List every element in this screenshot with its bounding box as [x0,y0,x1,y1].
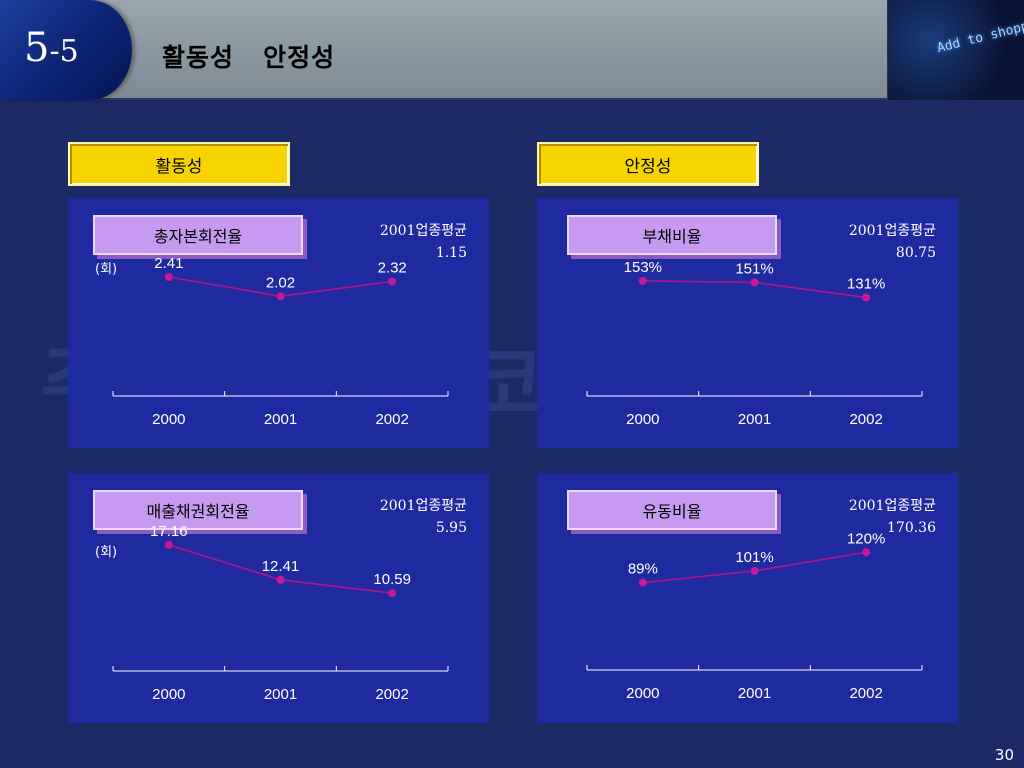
x-tick-label: 2000 [152,686,185,703]
x-tick-label: 2000 [626,685,659,702]
data-label: 120% [847,530,885,547]
metric-title: 유동비율 [567,490,777,530]
data-point [164,540,173,549]
page-number: 30 [994,746,1014,764]
data-label: 89% [628,561,658,578]
industry-average: 2001업종평균 170.36 [849,495,936,539]
data-label: 151% [735,260,773,277]
hero-image-text: Add to shopp [935,18,1024,57]
data-point [388,589,397,598]
industry-average-label: 2001업종평균 [379,498,467,514]
page-title: 활동성 안정성 [162,43,336,72]
industry-average-value: 5.95 [435,520,467,536]
data-label: 17.16 [150,523,188,540]
section-label-stability: 안정성 [537,142,759,186]
industry-average-value: 170.36 [887,520,936,536]
unit-label: (회) [95,545,118,560]
data-label: 12.41 [262,558,300,575]
line-chart: 2000 2001 2002 17.16 12.41 10.59 [112,523,449,703]
industry-average: 2001업종평균 80.75 [849,220,936,264]
section-number-tab: 5-5 [0,0,132,100]
industry-average-label: 2001업종평균 [848,223,936,239]
data-label: 131% [847,275,885,292]
shopping-cart-image: Add to shopp [887,0,1024,100]
x-tick-label: 2002 [375,411,408,428]
data-label: 2.02 [266,274,295,291]
section-label-activity: 활동성 [68,142,290,186]
x-tick-label: 2001 [264,686,297,703]
data-label: 153% [624,259,662,276]
x-tick-label: 2001 [738,411,771,428]
data-point [862,293,871,302]
data-point [276,292,285,301]
data-label: 101% [735,549,773,566]
industry-average-label: 2001업종평균 [848,498,936,514]
metric-title: 부채비율 [567,215,777,255]
data-point [638,276,647,285]
metric-title: 총자본회전율 [93,215,303,255]
data-point [276,575,285,584]
chart-panel-debt-ratio: 부채비율 2001업종평균 80.75 2000 2001 2002 153% 151%… [537,198,958,448]
x-tick-label: 2002 [849,411,882,428]
data-label: 2.41 [154,255,183,272]
line-chart: 2000 2001 2002 89% 101% 120% [586,530,923,702]
data-point [862,548,871,557]
x-tick-label: 2001 [738,685,771,702]
x-tick-label: 2002 [375,686,408,703]
line-chart: 2000 2001 2002 153% 151% 131% [586,259,923,428]
industry-average-value: 1.15 [435,245,467,261]
chart-panel-receivables-turnover: 매출채권회전율 2001업종평균 5.95 (회) 2000 2001 2002 17… [68,473,489,723]
data-point [638,578,647,587]
data-point [388,277,397,286]
data-point [750,278,759,287]
x-tick-label: 2002 [849,685,882,702]
chart-panel-total-asset-turnover: 총자본회전율 2001업종평균 1.15 (회) 2000 2001 2002 2.4… [68,198,489,448]
data-point [164,273,173,282]
x-tick-label: 2000 [152,411,185,428]
x-tick-label: 2001 [264,411,297,428]
data-label: 2.32 [378,259,407,276]
industry-average: 2001업종평균 5.95 [380,495,467,539]
industry-average: 2001업종평균 1.15 [380,220,467,264]
data-point [750,566,759,575]
unit-label: (회) [95,262,118,277]
industry-average-value: 80.75 [895,245,936,261]
industry-average-label: 2001업종평균 [379,223,467,239]
section-number: 5-5 [24,25,79,71]
x-tick-label: 2000 [626,411,659,428]
chart-panel-current-ratio: 유동비율 2001업종평균 170.36 2000 2001 2002 89% 101%… [537,473,958,723]
line-chart: 2000 2001 2002 2.41 2.02 2.32 [112,255,449,428]
data-label: 10.59 [373,571,411,588]
slide-header: 5-5 활동성 안정성 Add to shopp [0,0,1024,100]
metric-title: 매출채권회전율 [93,490,303,530]
